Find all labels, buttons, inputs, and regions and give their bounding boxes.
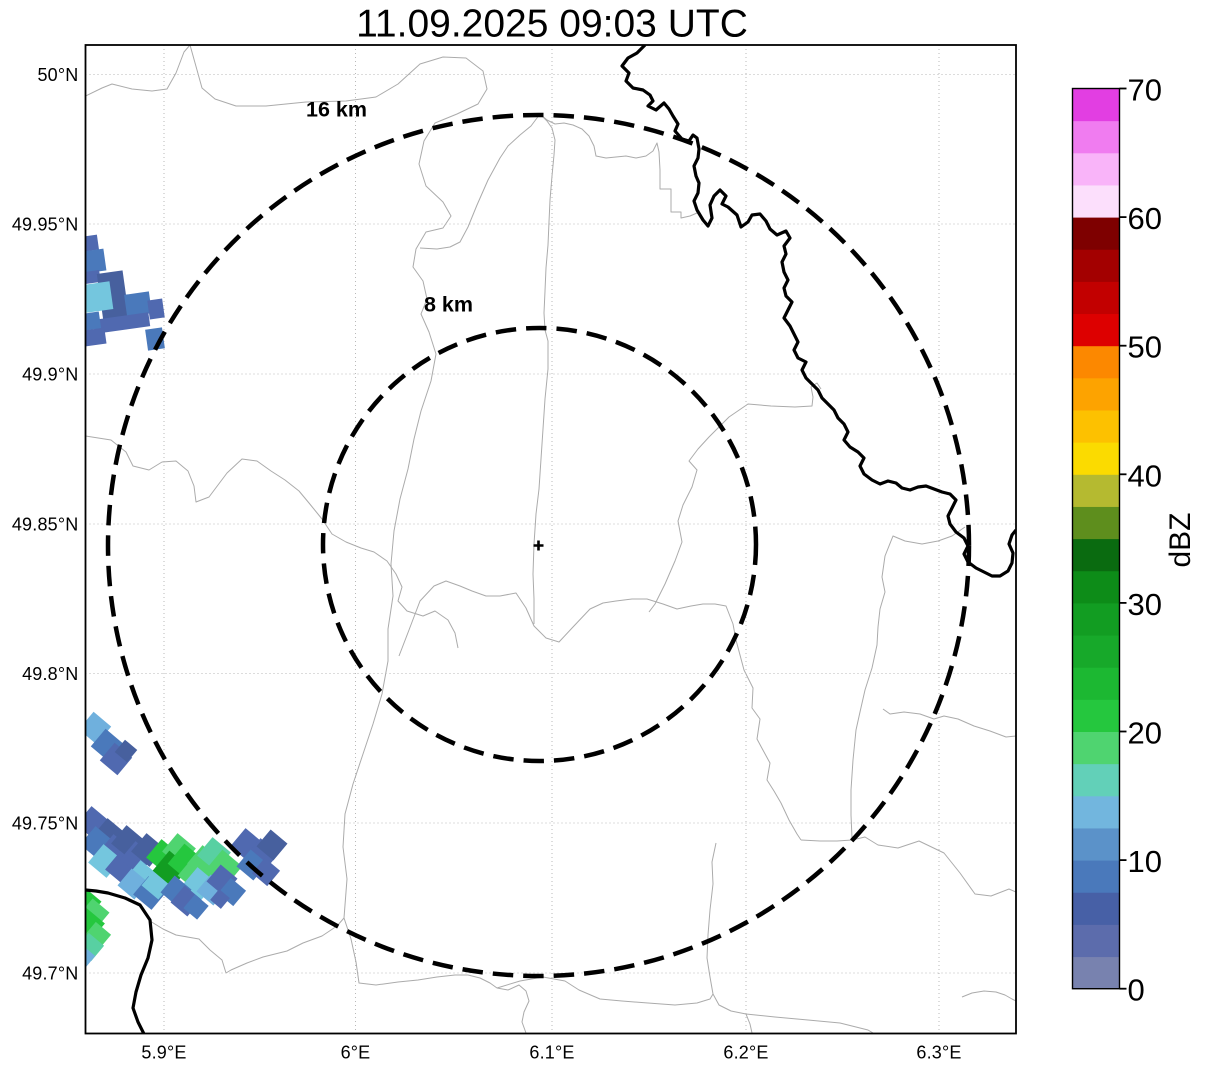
svg-text:49.8°N: 49.8°N [22,664,78,684]
svg-text:49.9°N: 49.9°N [22,365,78,385]
svg-text:6°E: 6°E [341,1043,371,1063]
svg-text:49.75°N: 49.75°N [12,814,79,834]
svg-text:60: 60 [1128,201,1162,236]
svg-text:20: 20 [1128,716,1162,751]
svg-text:6.2°E: 6.2°E [723,1043,768,1063]
svg-text:30: 30 [1128,587,1162,622]
svg-text:8 km: 8 km [424,293,473,317]
svg-text:50°N: 50°N [37,65,78,85]
svg-text:70: 70 [1128,73,1162,108]
svg-text:11.09.2025 09:03 UTC: 11.09.2025 09:03 UTC [356,3,748,46]
svg-text:6.1°E: 6.1°E [529,1043,574,1063]
svg-text:50: 50 [1128,330,1162,365]
svg-text:16 km: 16 km [306,98,367,122]
svg-text:49.95°N: 49.95°N [12,215,79,235]
svg-text:5.9°E: 5.9°E [141,1043,186,1063]
svg-text:40: 40 [1128,458,1162,493]
svg-text:dBZ: dBZ [1164,512,1197,567]
svg-text:49.85°N: 49.85°N [12,515,79,535]
svg-text:0: 0 [1128,973,1145,1008]
svg-text:6.3°E: 6.3°E [916,1043,961,1063]
svg-text:49.7°N: 49.7°N [22,964,78,984]
svg-text:10: 10 [1128,844,1162,879]
